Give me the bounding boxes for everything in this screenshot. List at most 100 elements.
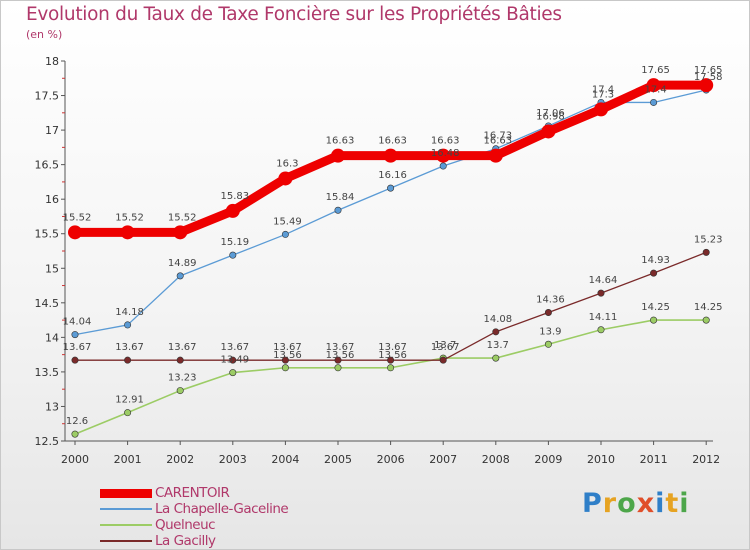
y-tick-label: 13 — [45, 400, 59, 413]
data-label: 14.04 — [63, 317, 92, 328]
data-point — [436, 148, 451, 163]
data-point — [334, 206, 342, 214]
legend-swatch — [100, 524, 152, 526]
data-label: 17.65 — [641, 65, 670, 76]
data-point — [176, 387, 184, 395]
data-point — [646, 78, 661, 93]
data-point — [492, 354, 500, 362]
legend-swatch — [100, 488, 152, 498]
y-tick-label: 17 — [45, 124, 59, 137]
data-label: 14.93 — [641, 255, 670, 266]
data-label: 15.84 — [326, 192, 355, 203]
data-label: 13.56 — [378, 350, 407, 361]
data-label: 13.67 — [63, 342, 92, 353]
data-point — [229, 369, 237, 377]
y-tick-label: 16 — [45, 193, 59, 206]
logo-letter: i — [679, 488, 690, 519]
data-label: 14.36 — [536, 294, 565, 305]
data-label: 16.3 — [276, 158, 298, 169]
y-tick-label: 18 — [45, 55, 59, 68]
data-label: 13.67 — [273, 342, 302, 353]
data-label: 13.67 — [220, 342, 249, 353]
data-point — [699, 78, 714, 93]
data-label: 13.56 — [273, 350, 302, 361]
data-point — [439, 162, 447, 170]
data-point — [68, 225, 82, 240]
y-tick-label: 15 — [45, 262, 59, 275]
data-label: 16.63 — [326, 136, 355, 147]
x-tick-label: 2000 — [61, 453, 89, 466]
data-point — [488, 148, 503, 163]
y-tick-label: 13.5 — [35, 366, 60, 379]
chart-subtitle: (en %) — [26, 28, 63, 41]
data-label: 13.67 — [326, 342, 355, 353]
logo-letter: o — [617, 488, 637, 519]
data-label: 17.58 — [694, 72, 723, 83]
data-label: 16.63 — [431, 136, 460, 147]
data-label: 14.25 — [694, 302, 723, 313]
data-point — [71, 356, 79, 364]
data-label: 17.65 — [694, 65, 723, 76]
data-label: 13.67 — [168, 342, 197, 353]
data-point — [120, 225, 135, 240]
data-label: 14.18 — [115, 307, 144, 318]
data-label: 15.52 — [115, 212, 144, 223]
proxiti-logo: Proxiti — [582, 488, 690, 519]
data-point — [278, 171, 293, 186]
data-point — [650, 269, 658, 277]
data-label: 13.56 — [326, 350, 355, 361]
logo-letter: i — [655, 488, 666, 519]
data-point — [229, 251, 237, 259]
data-label: 13.67 — [115, 342, 144, 353]
data-label: 15.19 — [220, 237, 249, 248]
data-label: 13.67 — [378, 342, 407, 353]
data-point — [439, 356, 447, 364]
y-tick-label: 14.5 — [35, 297, 60, 310]
data-point — [124, 356, 132, 364]
data-label: 15.52 — [168, 212, 197, 223]
legend-label: Quelneuc — [155, 517, 216, 533]
x-tick-label: 2011 — [640, 453, 668, 466]
data-label: 17.4 — [592, 84, 614, 95]
data-point — [176, 356, 184, 364]
data-label: 16.48 — [431, 148, 460, 159]
x-tick-label: 2003 — [219, 453, 247, 466]
data-point — [173, 225, 188, 240]
data-label: 14.64 — [589, 275, 618, 286]
data-label: 13.7 — [487, 340, 509, 351]
y-tick-label: 15.5 — [35, 228, 60, 241]
x-tick-label: 2002 — [166, 453, 194, 466]
data-point — [331, 148, 345, 163]
data-point — [281, 356, 289, 364]
data-point — [597, 289, 605, 297]
logo-letter: t — [665, 488, 680, 519]
data-label: 16.16 — [378, 170, 407, 181]
data-point — [71, 331, 79, 339]
data-point — [544, 340, 552, 348]
data-label: 14.08 — [483, 314, 512, 325]
legend-label: CARENTOIR — [155, 485, 230, 501]
y-tick-label: 12.5 — [35, 435, 60, 448]
data-point — [71, 430, 79, 438]
data-label: 15.83 — [220, 191, 249, 202]
legend-label: La Chapelle-Gaceline — [155, 501, 289, 517]
x-tick-label: 2008 — [482, 453, 510, 466]
data-point — [334, 364, 342, 372]
data-label: 17.3 — [592, 89, 614, 100]
legend-swatch — [100, 508, 152, 510]
x-tick-label: 2001 — [114, 453, 142, 466]
data-label: 17.4 — [644, 84, 666, 95]
data-label: 16.63 — [378, 136, 407, 147]
data-label: 16.73 — [483, 131, 512, 142]
data-point — [176, 272, 184, 280]
data-label: 15.49 — [273, 216, 302, 227]
data-point — [650, 316, 658, 324]
data-label: 14.89 — [168, 258, 197, 269]
y-tick-label: 16.5 — [35, 159, 60, 172]
data-point — [124, 321, 132, 329]
data-label: 13.23 — [168, 373, 197, 384]
legend-swatch — [100, 540, 152, 542]
data-point — [541, 124, 556, 139]
